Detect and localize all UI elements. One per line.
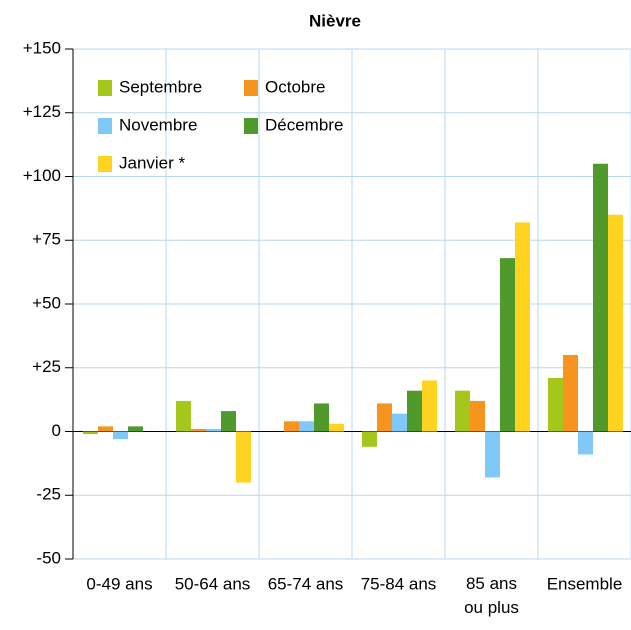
y-tick-label: +100 (23, 166, 61, 185)
legend-swatch (244, 80, 258, 96)
bar (206, 428, 221, 432)
bar (515, 222, 530, 432)
legend-label: Novembre (119, 115, 197, 134)
legend-label: Décembre (265, 115, 343, 134)
bar (128, 426, 143, 432)
y-tick-label: +150 (23, 38, 61, 57)
legend-swatch (98, 118, 112, 134)
y-tick-label: +125 (23, 102, 61, 121)
y-tick-label: -25 (36, 485, 61, 504)
bar (221, 411, 236, 432)
y-tick-label: +50 (32, 293, 61, 312)
bar (422, 380, 437, 432)
bar (98, 426, 113, 432)
legend-label: Octobre (265, 77, 325, 96)
bar (236, 431, 251, 483)
legend-label: Janvier * (119, 153, 186, 172)
bar (548, 377, 563, 432)
bar (113, 431, 128, 440)
bar (362, 431, 377, 447)
bar (284, 421, 299, 432)
bar (500, 258, 515, 432)
legend-label: Septembre (119, 77, 202, 96)
bar (314, 403, 329, 432)
bar (299, 421, 314, 432)
y-tick-label: -50 (36, 548, 61, 567)
bar (578, 431, 593, 455)
x-tick-label: 65-74 ans (268, 574, 344, 593)
bar (563, 355, 578, 432)
y-tick-label: +25 (32, 357, 61, 376)
bar (470, 400, 485, 432)
x-tick-label: 0-49 ans (86, 574, 152, 593)
bar (407, 390, 422, 432)
x-tick-label: 85 ans ou plus (464, 574, 519, 617)
bar (593, 163, 608, 432)
x-tick-label: 50-64 ans (175, 574, 251, 593)
y-tick-label: +75 (32, 230, 61, 249)
bar (176, 400, 191, 432)
x-tick-label: Ensemble (547, 574, 623, 593)
bar (83, 431, 98, 435)
bar (608, 214, 623, 432)
x-tick-label: 75-84 ans (361, 574, 437, 593)
y-tick-label: 0 (52, 421, 61, 440)
legend-swatch (98, 156, 112, 172)
legend-swatch (244, 118, 258, 134)
bar (485, 431, 500, 478)
bar (191, 428, 206, 432)
bar (392, 413, 407, 432)
bar (329, 423, 344, 432)
bar (455, 390, 470, 432)
chart-title: Nièvre (309, 11, 361, 30)
legend-swatch (98, 80, 112, 96)
bar (377, 403, 392, 432)
